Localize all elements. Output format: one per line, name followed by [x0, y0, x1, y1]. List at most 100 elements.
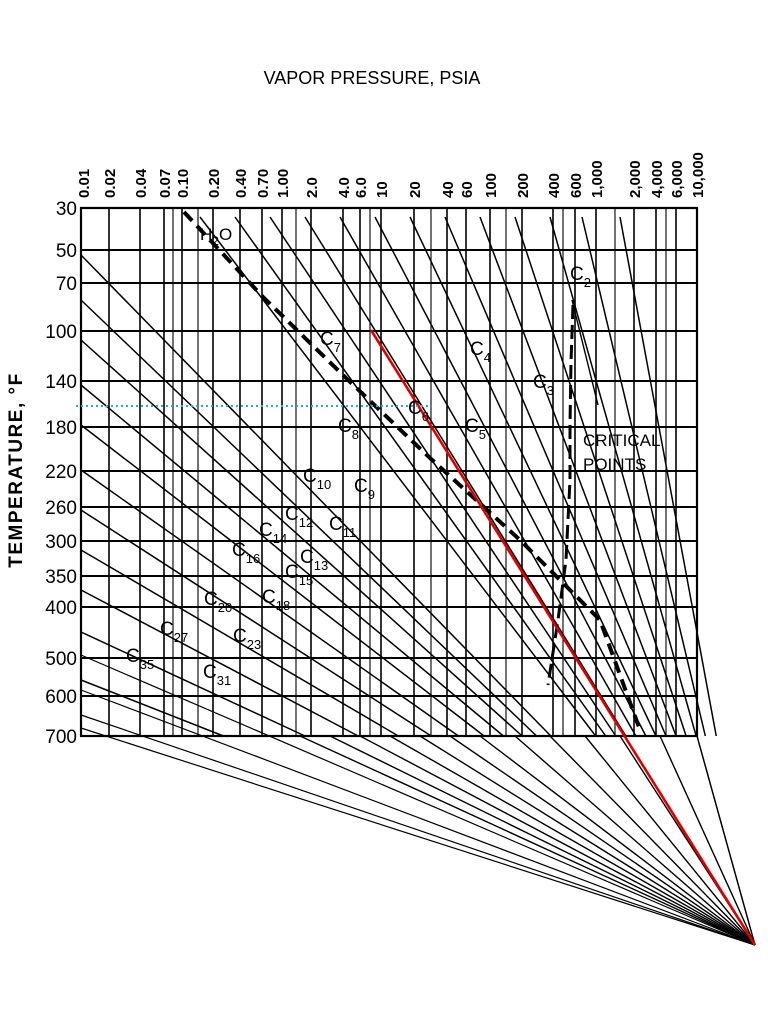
series-line	[80, 384, 504, 737]
series-label: C6	[408, 398, 429, 424]
x-tick-label: 200	[515, 173, 532, 198]
x-tick-label: 6,000	[669, 160, 686, 198]
y-tick-label: 700	[45, 727, 77, 748]
x-tick-label: 400	[546, 173, 563, 198]
series-line	[80, 299, 538, 737]
series-line-extension	[80, 654, 756, 946]
x-tick-label: 4.0	[336, 177, 353, 198]
series-label: C16	[232, 540, 260, 566]
x-tick-label: 0.40	[233, 169, 250, 198]
y-tick-label: 30	[56, 199, 77, 220]
overlay	[76, 210, 757, 946]
series-line	[374, 216, 647, 737]
critical-points-label: CRITICAL POINTS	[583, 431, 660, 474]
y-tick-label: 70	[56, 274, 77, 295]
y-axis-title: TEMPERATURE, °F	[6, 372, 27, 567]
series-label: C9	[354, 476, 375, 502]
series-line-extension	[696, 735, 756, 946]
x-tick-label: 0.70	[255, 169, 272, 198]
chart-grid	[79, 206, 699, 738]
series-line-extension	[80, 727, 756, 946]
series-line	[80, 549, 399, 737]
series-label: C23	[233, 626, 261, 652]
h2o-series-line	[182, 210, 642, 731]
x-tick-label: 4,000	[649, 160, 666, 198]
x-tick-label: 2.0	[304, 177, 321, 198]
series-line-extension	[514, 735, 756, 946]
series-line	[80, 469, 459, 737]
x-tick-label: 1,000	[589, 160, 606, 198]
series-label: C31	[203, 662, 231, 688]
series-label: C2	[570, 264, 591, 290]
series-line	[549, 216, 697, 737]
series-line-extension	[584, 735, 756, 946]
x-axis-title: VAPOR PRESSURE, PSIA	[264, 68, 481, 88]
series-line	[80, 254, 552, 737]
series-label: C8	[338, 416, 359, 442]
series-label: C4	[470, 339, 491, 365]
y-tick-label: 500	[45, 649, 77, 670]
series-label: C3	[533, 372, 554, 398]
series-label: C20	[204, 589, 232, 615]
series-line	[80, 509, 432, 737]
y-tick-label: 180	[45, 418, 77, 439]
series-line-extension	[449, 735, 756, 946]
y-tick-label: 140	[45, 372, 77, 393]
x-tick-label: 0.20	[206, 169, 223, 198]
series-line-extension	[659, 735, 756, 946]
series-line	[80, 631, 306, 737]
labels: 0.01 0.02 0.04 0.07 0.10 0.20 0.40 0.70 1.00 2.0 4…	[6, 68, 707, 748]
x-tick-label: 6.0	[353, 177, 370, 198]
series-line-extension	[419, 735, 756, 946]
series-line	[304, 216, 627, 737]
x-tick-label: 0.04	[133, 168, 150, 198]
series-label: C14	[259, 520, 287, 546]
y-tick-label: 600	[45, 687, 77, 708]
series-line-extension	[359, 735, 756, 946]
series-line	[80, 679, 224, 737]
series-line-extension	[549, 735, 756, 946]
x-tick-label: 0.01	[76, 169, 93, 198]
h2o-label: H2O	[200, 225, 232, 248]
series-line-extension	[479, 735, 756, 946]
x-tick-label: 20	[407, 181, 424, 198]
series-line	[80, 339, 523, 737]
series-line	[80, 589, 359, 737]
series-label: C18	[262, 587, 290, 613]
series-line	[339, 216, 637, 737]
series-label: C11	[329, 514, 356, 540]
y-tick-label: 220	[45, 462, 77, 483]
y-tick-label: 260	[45, 498, 77, 519]
y-tick-label: 100	[45, 322, 77, 343]
x-tick-label: 0.02	[102, 169, 119, 198]
critical-points-curve	[546, 304, 575, 686]
y-tick-label: 400	[45, 598, 77, 619]
series-lines	[80, 216, 756, 946]
series-line-extension	[80, 714, 756, 946]
series-line-extension	[80, 689, 756, 946]
c6-highlight-line	[369, 329, 757, 946]
x-tick-label: 10	[374, 181, 391, 198]
x-tick-label: 10,000	[690, 152, 707, 198]
series-line	[444, 216, 667, 737]
series-line	[269, 216, 617, 737]
series-line	[514, 216, 687, 737]
series-line	[409, 216, 657, 737]
x-tick-label: 600	[568, 173, 585, 198]
series-line	[234, 216, 607, 737]
critical-points-leader	[571, 299, 599, 406]
y-tick-label: 50	[56, 241, 77, 262]
series-line	[479, 216, 677, 737]
x-tick-label: 0.07	[157, 169, 174, 198]
series-line	[581, 216, 707, 737]
series-line	[199, 216, 597, 737]
y-tick-label: 300	[45, 532, 77, 553]
series-line-extension	[329, 735, 756, 946]
series-line	[80, 424, 485, 737]
x-tick-label: 40	[440, 181, 457, 198]
series-line-extension	[299, 735, 756, 946]
series-line-extension	[389, 735, 756, 946]
series-label: C10	[303, 466, 331, 492]
x-tick-label: 1.00	[275, 169, 292, 198]
